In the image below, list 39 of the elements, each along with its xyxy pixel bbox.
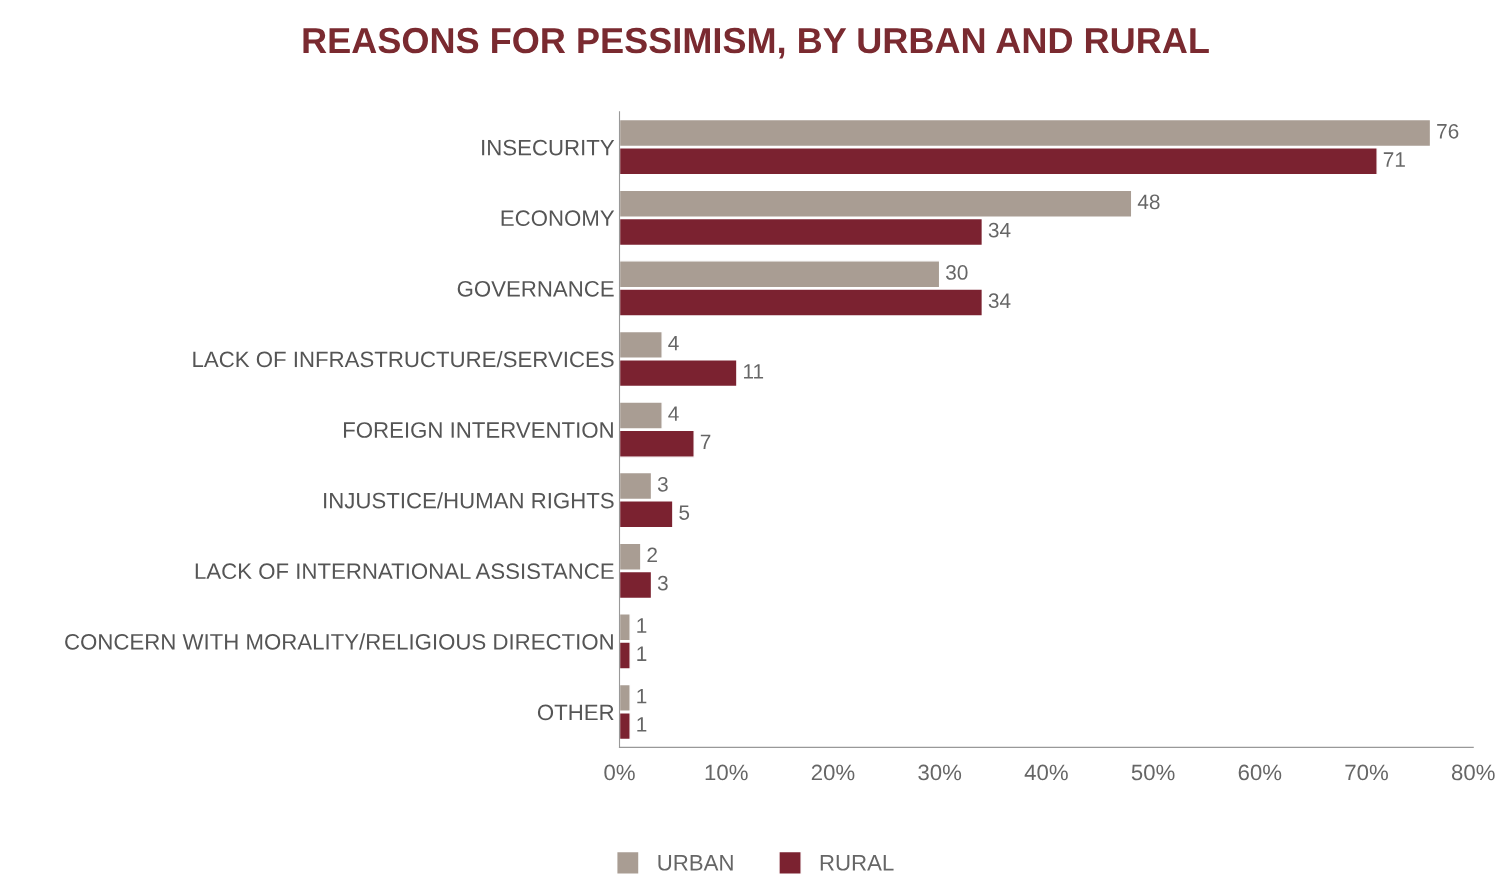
- data-label: 34: [988, 222, 1011, 238]
- x-tick-label: 80%: [1451, 764, 1495, 781]
- y-tick-label: GOVERNANCE: [457, 280, 614, 297]
- y-tick-label: CONCERN WITH MORALITY/RELIGIOUS DIRECTION: [65, 633, 613, 650]
- legend-label: URBAN: [658, 855, 733, 871]
- y-tick-label: INSECURITY: [482, 139, 615, 156]
- x-tick-label: 40%: [1024, 764, 1068, 781]
- legend-label: RURAL: [820, 855, 894, 871]
- y-tick-label: INJUSTICE/HUMAN RIGHTS: [324, 492, 614, 509]
- y-tick-label: LACK OF INFRASTRUCTURE/SERVICES: [193, 350, 614, 368]
- x-tick-label: 20%: [811, 764, 855, 781]
- data-label: 3: [657, 476, 668, 492]
- y-tick-label: OTHER: [537, 704, 614, 721]
- data-label: 11: [744, 364, 764, 379]
- y-tick-label: FOREIGN INTERVENTION: [344, 422, 613, 438]
- x-tick-label: 70%: [1345, 764, 1388, 781]
- data-label: 76: [1437, 123, 1459, 139]
- data-label: 1: [637, 618, 647, 633]
- x-tick-label: 0%: [604, 764, 635, 781]
- x-tick-label: 30%: [918, 764, 962, 781]
- data-label: 1: [637, 646, 647, 661]
- x-tick-label: 60%: [1238, 764, 1282, 781]
- data-label: 4: [668, 335, 679, 351]
- data-label: 7: [700, 434, 711, 450]
- data-label: 1: [637, 688, 647, 704]
- data-label: 71: [1383, 152, 1405, 167]
- data-label: 1: [637, 717, 647, 732]
- data-label: 34: [988, 293, 1011, 309]
- data-label: 2: [647, 547, 657, 563]
- data-label: 4: [668, 406, 679, 421]
- data-label: 30: [946, 265, 968, 280]
- data-label: 3: [657, 575, 668, 591]
- data-label: 48: [1137, 194, 1160, 210]
- y-tick-label: ECONOMY: [501, 210, 615, 227]
- x-tick-label: 50%: [1131, 764, 1175, 781]
- data-label: 5: [679, 505, 690, 520]
- x-tick-label: 10%: [705, 764, 748, 781]
- y-tick-label: LACK OF INTERNATIONAL ASSISTANCE: [195, 563, 614, 580]
- chart-title: REASONS FOR PESSIMISM, BY URBAN AND RURAL: [303, 27, 1209, 59]
